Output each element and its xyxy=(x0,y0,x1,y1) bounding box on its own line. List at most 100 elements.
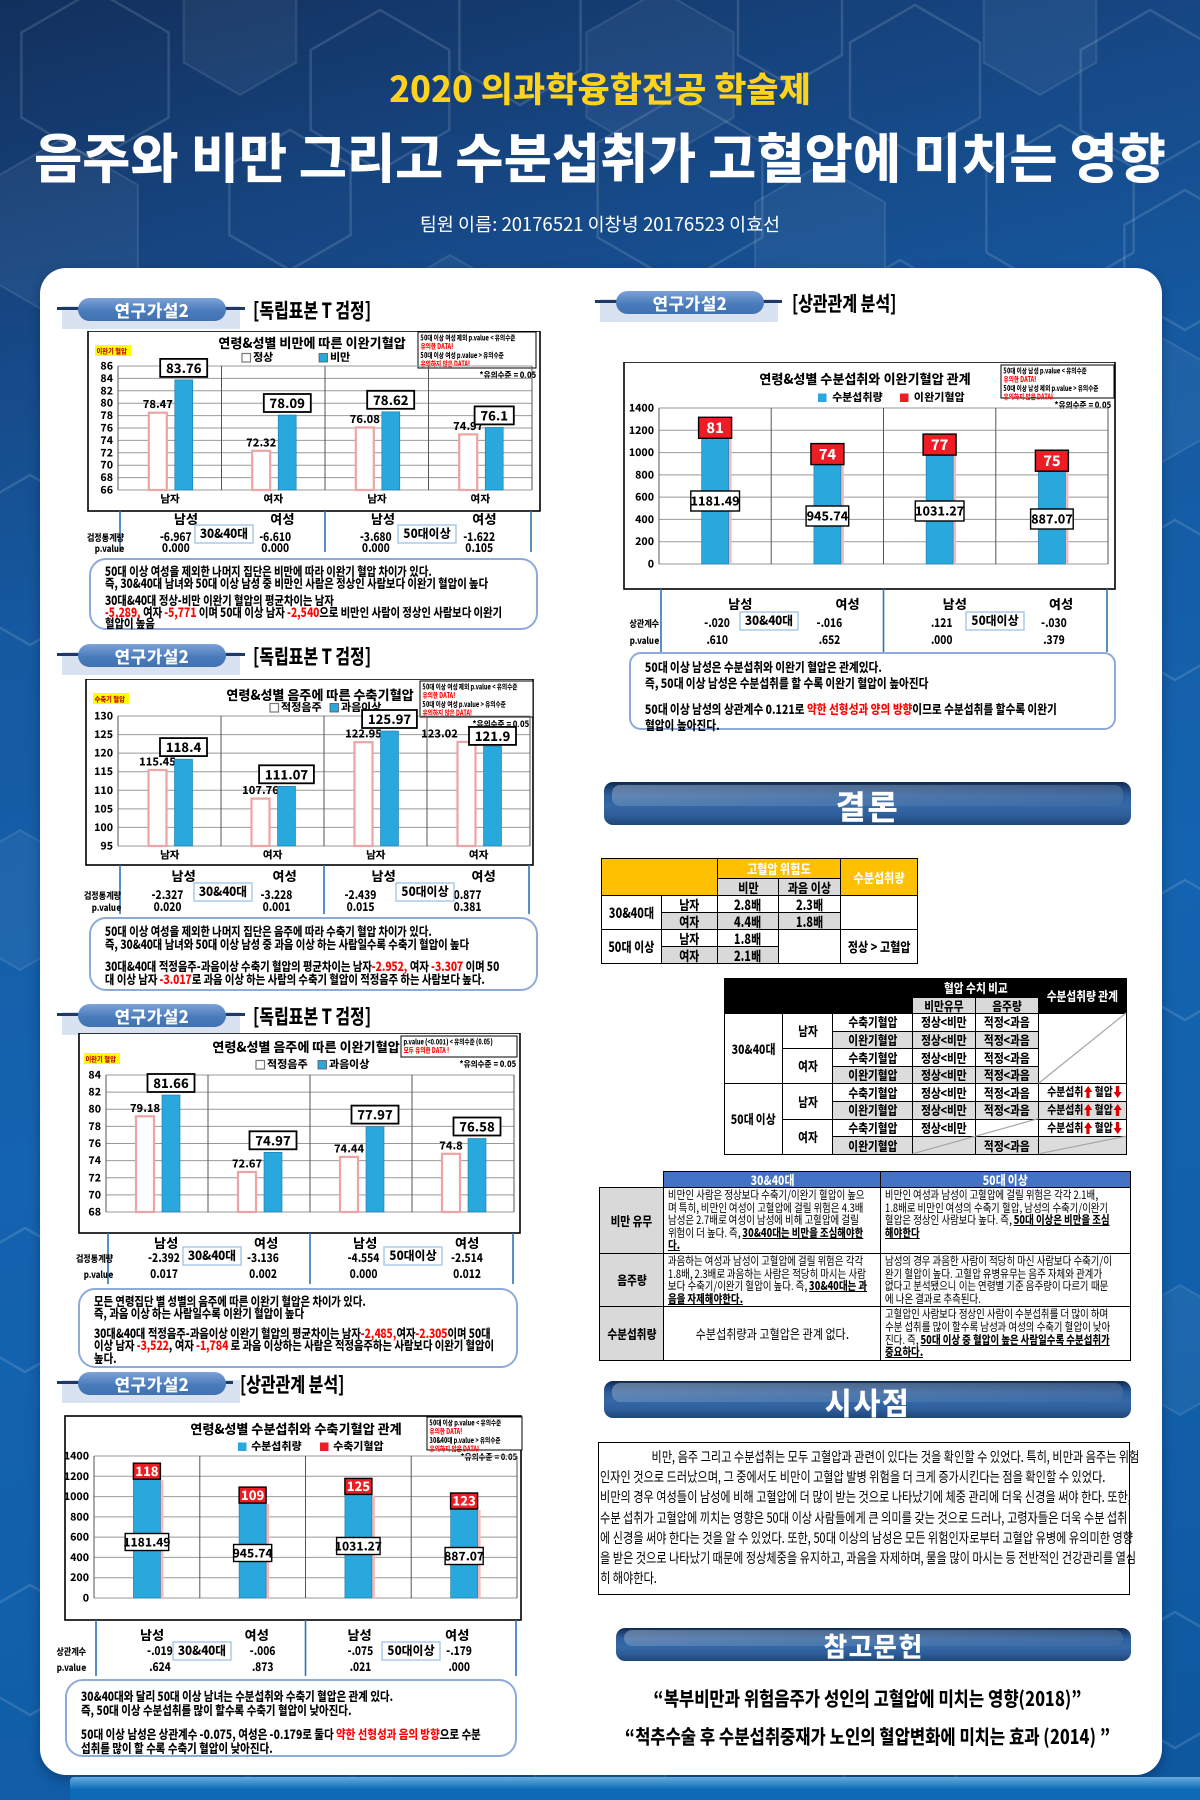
svg-text:-2.514: -2.514 xyxy=(451,1249,483,1266)
svg-text:남성: 남성 xyxy=(172,866,196,885)
svg-text:50대 이상 여성 p.value > 유의수준: 50대 이상 여성 p.value > 유의수준 xyxy=(423,698,506,709)
svg-text:79.18: 79.18 xyxy=(130,1100,160,1116)
svg-text:50대 이상 여성 p.value > 유의수준: 50대 이상 여성 p.value > 유의수준 xyxy=(421,349,504,360)
svg-text:적정음주: 적정음주 xyxy=(267,1056,307,1072)
svg-text:-.179: -.179 xyxy=(446,1642,472,1659)
svg-text:100: 100 xyxy=(94,820,113,835)
svg-text:-.016: -.016 xyxy=(817,614,843,631)
svg-text:945.74: 945.74 xyxy=(807,506,849,525)
svg-text:123.02: 123.02 xyxy=(421,725,458,741)
svg-text:수분섭취량: 수분섭취량 xyxy=(832,389,883,405)
svg-text:77: 77 xyxy=(931,434,948,455)
svg-text:-6.967: -6.967 xyxy=(160,528,192,545)
svg-text:남성: 남성 xyxy=(728,594,752,613)
svg-text:-.020: -.020 xyxy=(704,614,730,631)
svg-text:수축기 혈압: 수축기 혈압 xyxy=(95,693,126,704)
svg-text:82: 82 xyxy=(88,1085,101,1100)
svg-text:.610: .610 xyxy=(706,631,728,648)
svg-text:74.8: 74.8 xyxy=(439,1137,463,1153)
svg-text:남성: 남성 xyxy=(372,866,396,885)
svg-text:50대이상: 50대이상 xyxy=(388,1641,436,1659)
svg-text:.000: .000 xyxy=(448,1658,470,1675)
svg-text:남자: 남자 xyxy=(160,848,180,863)
svg-text:115.45: 115.45 xyxy=(139,754,176,770)
svg-text:여성: 여성 xyxy=(835,594,859,613)
svg-text:74.44: 74.44 xyxy=(334,1140,364,1156)
svg-text:상관계수: 상관계수 xyxy=(55,1644,86,1658)
svg-text:.624: .624 xyxy=(149,1658,171,1675)
svg-text:74: 74 xyxy=(88,1153,101,1168)
svg-text:0.020: 0.020 xyxy=(154,898,182,915)
svg-text:여자: 여자 xyxy=(469,848,489,863)
svg-text:-3.680: -3.680 xyxy=(360,528,392,545)
svg-text:110: 110 xyxy=(94,783,113,798)
svg-text:400: 400 xyxy=(70,1550,89,1565)
svg-text:-.019: -.019 xyxy=(147,1642,173,1659)
svg-text:남성: 남성 xyxy=(371,509,395,528)
svg-text:-3.228: -3.228 xyxy=(261,886,293,903)
svg-text:30&40대: 30&40대 xyxy=(199,882,247,900)
svg-text:78.47: 78.47 xyxy=(143,396,173,412)
svg-text:72.32: 72.32 xyxy=(246,434,276,450)
svg-text:여성: 여성 xyxy=(270,509,294,528)
svg-text:0.000: 0.000 xyxy=(350,1265,378,1282)
svg-text:상관계수: 상관계수 xyxy=(628,616,659,630)
svg-text:-.030: -.030 xyxy=(1041,614,1067,631)
svg-text:0: 0 xyxy=(83,1591,89,1606)
svg-text:0.105: 0.105 xyxy=(465,539,493,556)
svg-text:1031.27: 1031.27 xyxy=(915,501,964,520)
svg-text:여자: 여자 xyxy=(471,492,491,507)
svg-text:이완기혈압: 이완기혈압 xyxy=(914,389,965,405)
svg-text:유의한 DATA!: 유의한 DATA! xyxy=(423,689,456,700)
svg-text:1000: 1000 xyxy=(629,445,654,460)
svg-text:74.97: 74.97 xyxy=(255,1130,291,1149)
svg-text:*유의수준 = 0.05: *유의수준 = 0.05 xyxy=(460,1059,518,1071)
svg-text:887.07: 887.07 xyxy=(1031,509,1073,528)
svg-text:남성: 남성 xyxy=(140,1625,164,1644)
svg-text:1181.49: 1181.49 xyxy=(691,491,740,510)
svg-text:모두 유의한 DATA !: 모두 유의한 DATA ! xyxy=(404,1044,450,1055)
svg-text:연령&성별 수분섭취와 이완기혈압 관계: 연령&성별 수분섭취와 이완기혈압 관계 xyxy=(759,369,970,388)
svg-text:111.07: 111.07 xyxy=(265,764,309,783)
svg-text:유의하지 않은 DATA!: 유의하지 않은 DATA! xyxy=(430,1442,480,1453)
svg-text:남성: 남성 xyxy=(174,509,198,528)
svg-text:50대이상: 50대이상 xyxy=(390,1246,438,1264)
svg-text:76.08: 76.08 xyxy=(350,411,380,427)
svg-text:검정통계량: 검정통계량 xyxy=(87,530,124,544)
svg-text:여성: 여성 xyxy=(445,1625,469,1644)
svg-text:연령&성별 음주에 따른 이완기혈압: 연령&성별 음주에 따른 이완기혈압 xyxy=(212,1037,400,1056)
svg-text:1181.49: 1181.49 xyxy=(123,1533,170,1550)
svg-text:남자: 남자 xyxy=(160,492,180,507)
svg-text:*유의수준 = 0.05: *유의수준 = 0.05 xyxy=(1055,400,1113,412)
svg-text:.873: .873 xyxy=(252,1658,274,1675)
svg-text:과음이상: 과음이상 xyxy=(329,1056,369,1072)
svg-text:121.9: 121.9 xyxy=(475,726,511,745)
svg-text:-6.610: -6.610 xyxy=(259,528,291,545)
svg-text:887.07: 887.07 xyxy=(444,1547,484,1564)
svg-text:-.075: -.075 xyxy=(348,1642,374,1659)
svg-text:75: 75 xyxy=(1043,450,1060,471)
svg-text:.121: .121 xyxy=(931,614,953,631)
svg-text:66: 66 xyxy=(100,483,113,498)
svg-text:수분섭취량: 수분섭취량 xyxy=(251,1438,302,1454)
svg-text:남성: 남성 xyxy=(353,1233,377,1252)
svg-text:78.62: 78.62 xyxy=(373,390,409,409)
svg-text:이완기 혈압: 이완기 혈압 xyxy=(86,1053,117,1064)
svg-text:0.012: 0.012 xyxy=(453,1265,481,1282)
svg-text:76: 76 xyxy=(100,421,113,436)
svg-text:77.97: 77.97 xyxy=(357,1105,393,1124)
svg-text:0.381: 0.381 xyxy=(454,898,482,915)
svg-text:81: 81 xyxy=(706,417,723,438)
svg-text:정상: 정상 xyxy=(253,349,273,365)
svg-text:68: 68 xyxy=(88,1205,101,1220)
svg-text:0.017: 0.017 xyxy=(150,1265,178,1282)
svg-text:50대 이상 여성 제외 p.value < 유의수준: 50대 이상 여성 제외 p.value < 유의수준 xyxy=(421,332,516,343)
svg-text:연령&성별 비만에 따른 이완기혈압: 연령&성별 비만에 따른 이완기혈압 xyxy=(218,333,406,352)
svg-text:연령&성별 수분섭취와 수축기혈압 관계: 연령&성별 수분섭취와 수축기혈압 관계 xyxy=(190,1419,401,1438)
svg-text:50대이상: 50대이상 xyxy=(404,524,452,542)
svg-text:50대이상: 50대이상 xyxy=(972,611,1020,629)
svg-text:여성: 여성 xyxy=(472,509,496,528)
svg-text:83.76: 83.76 xyxy=(166,358,202,377)
svg-text:여성: 여성 xyxy=(273,866,297,885)
svg-text:.000: .000 xyxy=(931,631,953,648)
